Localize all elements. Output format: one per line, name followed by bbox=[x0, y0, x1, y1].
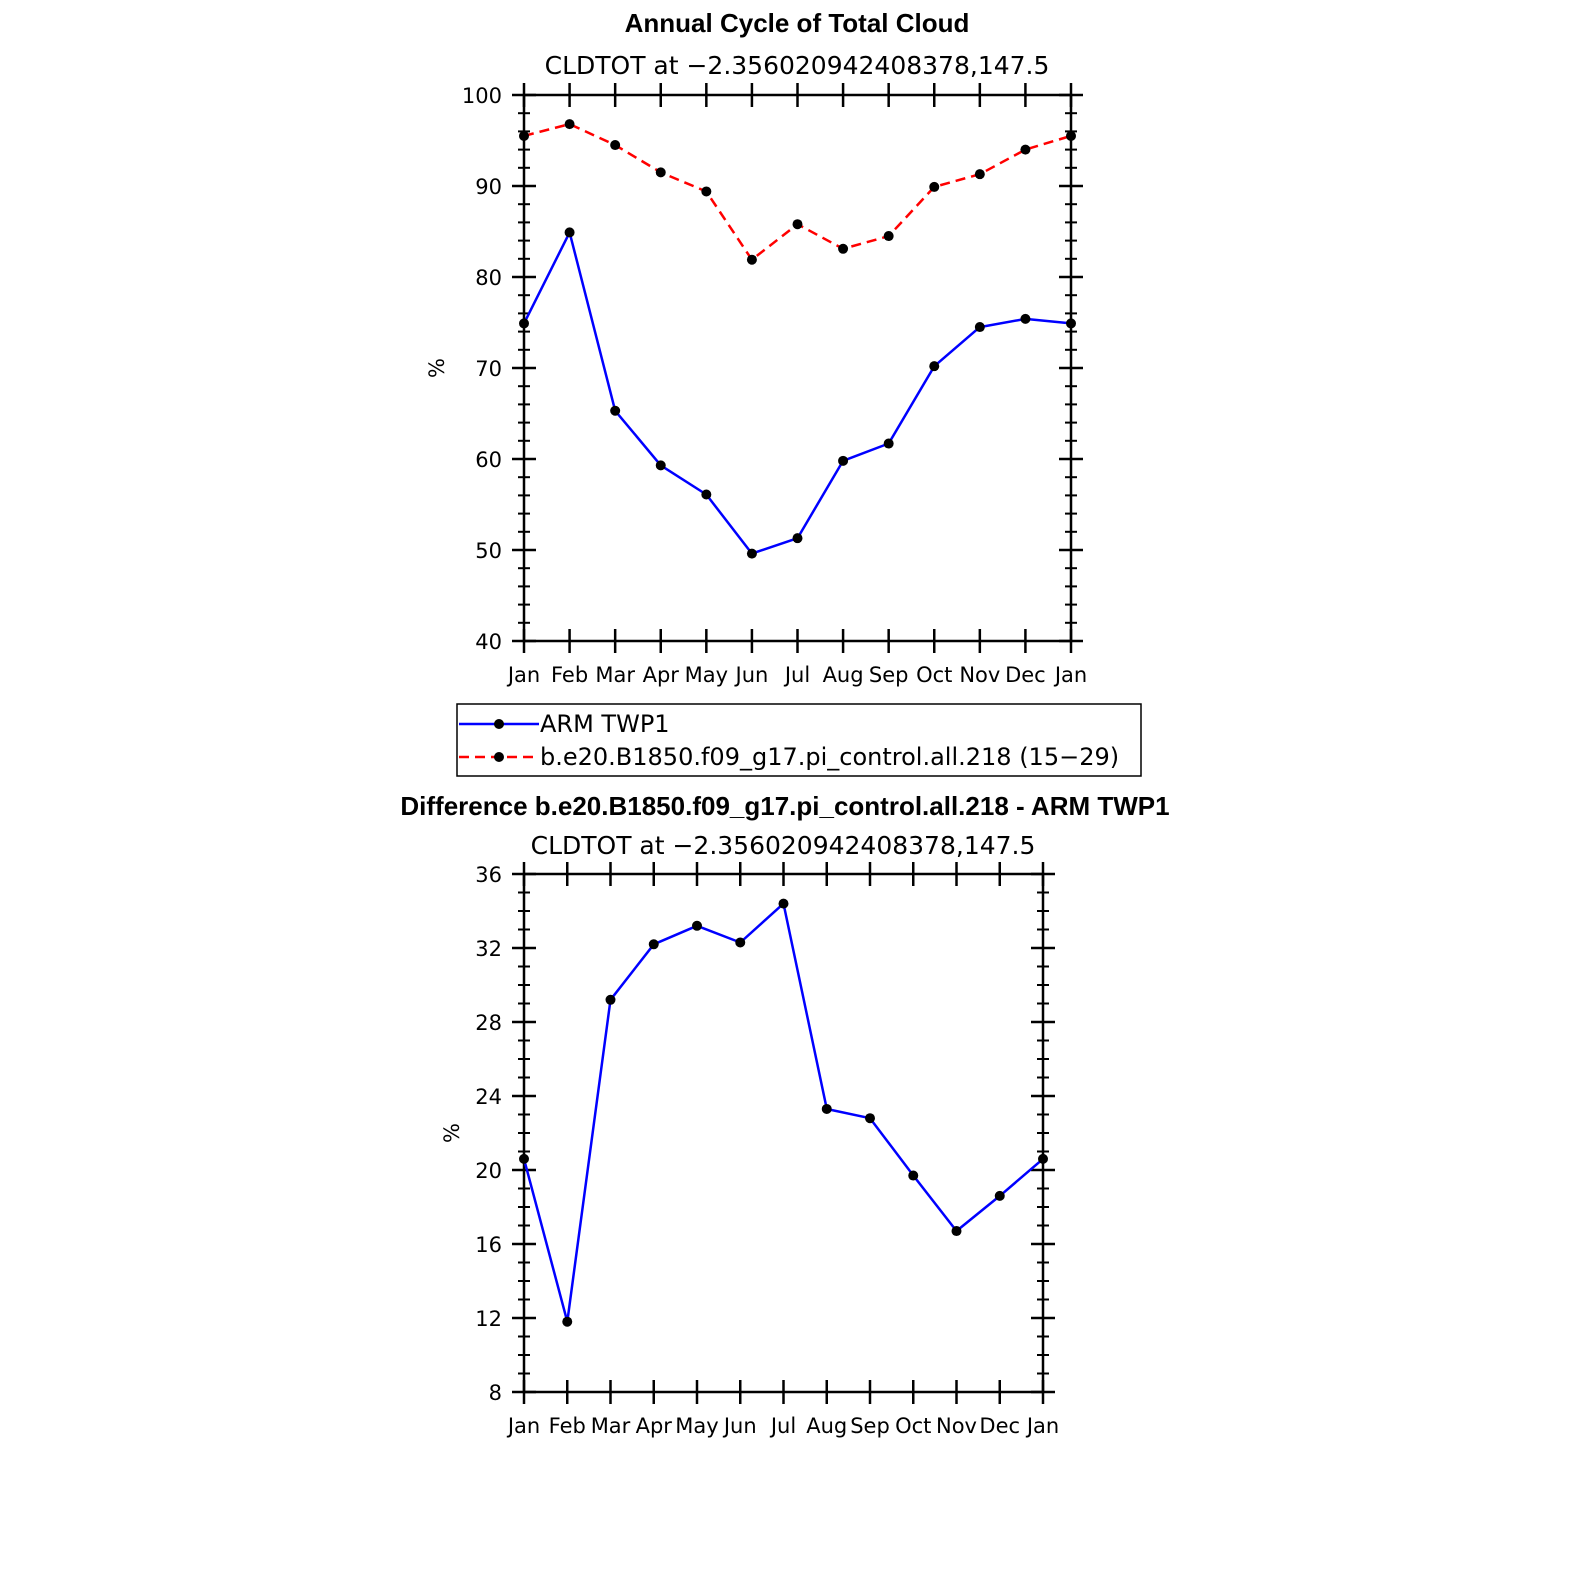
x-tick-label: Jan bbox=[1053, 663, 1087, 687]
data-point bbox=[838, 455, 849, 466]
y-tick-label: 70 bbox=[475, 357, 502, 381]
x-tick-label: Oct bbox=[916, 663, 952, 687]
data-point bbox=[1020, 144, 1031, 155]
data-point bbox=[655, 167, 666, 178]
data-point bbox=[929, 361, 940, 372]
data-point bbox=[821, 1103, 832, 1114]
legend-entry-arm-twp1: ARM TWP1 bbox=[459, 710, 670, 738]
legend-marker bbox=[494, 752, 504, 762]
x-tick-label: Mar bbox=[591, 1414, 631, 1438]
legend-label: ARM TWP1 bbox=[540, 710, 670, 738]
x-tick-label: Mar bbox=[595, 663, 635, 687]
data-point bbox=[562, 1316, 573, 1327]
data-point bbox=[792, 219, 803, 230]
annual-cycle-panel: Annual Cycle of Total Cloud CLDTOT at −2… bbox=[425, 8, 1087, 687]
y-tick-label: 80 bbox=[475, 266, 502, 290]
data-point bbox=[610, 140, 621, 151]
data-point bbox=[929, 181, 940, 192]
data-point bbox=[655, 460, 666, 471]
data-point bbox=[838, 243, 849, 254]
difference-panel: Difference b.e20.B1850.f09_g17.pi_contro… bbox=[400, 791, 1169, 1438]
x-tick-label: Aug bbox=[823, 663, 864, 687]
data-point bbox=[974, 169, 985, 180]
y-tick-label: 36 bbox=[475, 863, 502, 887]
data-point bbox=[746, 254, 757, 265]
y-tick-label: 100 bbox=[462, 84, 502, 108]
data-point bbox=[605, 994, 616, 1005]
chart-title: Difference b.e20.B1850.f09_g17.pi_contro… bbox=[400, 791, 1169, 821]
data-point bbox=[519, 1153, 529, 1164]
data-point bbox=[701, 489, 712, 500]
legend-marker bbox=[494, 719, 504, 729]
y-axis-label: % bbox=[440, 1123, 464, 1143]
data-point bbox=[648, 939, 659, 950]
data-point bbox=[994, 1190, 1005, 1201]
x-tick-label: May bbox=[685, 663, 728, 687]
x-tick-label: Jun bbox=[734, 663, 769, 687]
data-point bbox=[610, 405, 621, 416]
x-tick-label: Jun bbox=[722, 1414, 757, 1438]
data-point bbox=[735, 937, 746, 948]
x-tick-label: Jul bbox=[783, 663, 810, 687]
data-point bbox=[1020, 313, 1031, 324]
y-tick-label: 50 bbox=[475, 539, 502, 563]
data-point bbox=[519, 130, 529, 141]
x-tick-label: Dec bbox=[979, 1414, 1020, 1438]
x-tick-label: May bbox=[675, 1414, 718, 1438]
data-point bbox=[951, 1226, 962, 1237]
y-tick-label: 8 bbox=[489, 1381, 502, 1405]
chart-subtitle: CLDTOT at −2.356020942408378,147.5 bbox=[531, 831, 1036, 860]
y-axis-label: % bbox=[425, 358, 449, 378]
y-tick-label: 90 bbox=[475, 175, 502, 199]
x-tick-label: Aug bbox=[806, 1414, 847, 1438]
x-tick-label: Jul bbox=[769, 1414, 796, 1438]
chart-subtitle: CLDTOT at −2.356020942408378,147.5 bbox=[545, 51, 1050, 80]
data-point bbox=[564, 227, 575, 238]
data-point bbox=[974, 322, 985, 333]
y-tick-label: 16 bbox=[475, 1233, 502, 1257]
data-point bbox=[519, 318, 529, 329]
data-point bbox=[865, 1113, 875, 1124]
legend-box bbox=[456, 703, 1142, 777]
y-tick-label: 60 bbox=[475, 448, 502, 472]
legend: ARM TWP1 b.e20.B1850.f09_g17.pi_control.… bbox=[456, 703, 1142, 777]
data-point bbox=[883, 231, 894, 242]
x-tick-label: Sep bbox=[869, 663, 909, 687]
chart-title: Annual Cycle of Total Cloud bbox=[625, 8, 970, 38]
x-tick-label: Dec bbox=[1005, 663, 1046, 687]
x-tick-label: Apr bbox=[643, 663, 680, 687]
data-point bbox=[564, 119, 575, 130]
y-tick-label: 12 bbox=[475, 1307, 502, 1331]
x-tick-label: Jan bbox=[506, 1414, 540, 1438]
y-tick-label: 40 bbox=[475, 630, 502, 654]
y-tick-label: 32 bbox=[475, 937, 502, 961]
data-point bbox=[1066, 318, 1076, 329]
data-point bbox=[792, 533, 803, 544]
data-point bbox=[908, 1170, 919, 1181]
legend-label: b.e20.B1850.f09_g17.pi_control.all.218 (… bbox=[540, 743, 1119, 771]
y-tick-label: 28 bbox=[475, 1011, 502, 1035]
data-point bbox=[746, 548, 757, 559]
plot-area: 8 12 16 20 24 28 32 36 Jan Feb Mar Apr May Jun Jul Aug S… bbox=[475, 862, 1059, 1438]
x-tick-label: Jan bbox=[1025, 1414, 1059, 1438]
data-point bbox=[1066, 130, 1076, 141]
y-tick-label: 24 bbox=[475, 1085, 502, 1109]
x-tick-label: Feb bbox=[551, 663, 588, 687]
data-point bbox=[701, 186, 712, 197]
x-tick-label: Jan bbox=[506, 663, 540, 687]
x-tick-label: Nov bbox=[936, 1414, 977, 1438]
x-tick-label: Nov bbox=[959, 663, 1000, 687]
x-tick-label: Oct bbox=[895, 1414, 931, 1438]
x-tick-label: Sep bbox=[850, 1414, 890, 1438]
data-point bbox=[1038, 1153, 1048, 1164]
plot-area: 40 50 60 70 80 90 100 Jan Feb Mar Apr May Jun Jul Aug S… bbox=[462, 83, 1087, 687]
legend-entry-model: b.e20.B1850.f09_g17.pi_control.all.218 (… bbox=[459, 743, 1119, 771]
x-tick-label: Feb bbox=[549, 1414, 586, 1438]
data-point bbox=[883, 438, 894, 449]
data-point bbox=[778, 898, 789, 909]
data-point bbox=[692, 920, 702, 931]
x-tick-label: Apr bbox=[636, 1414, 673, 1438]
y-tick-label: 20 bbox=[475, 1159, 502, 1183]
